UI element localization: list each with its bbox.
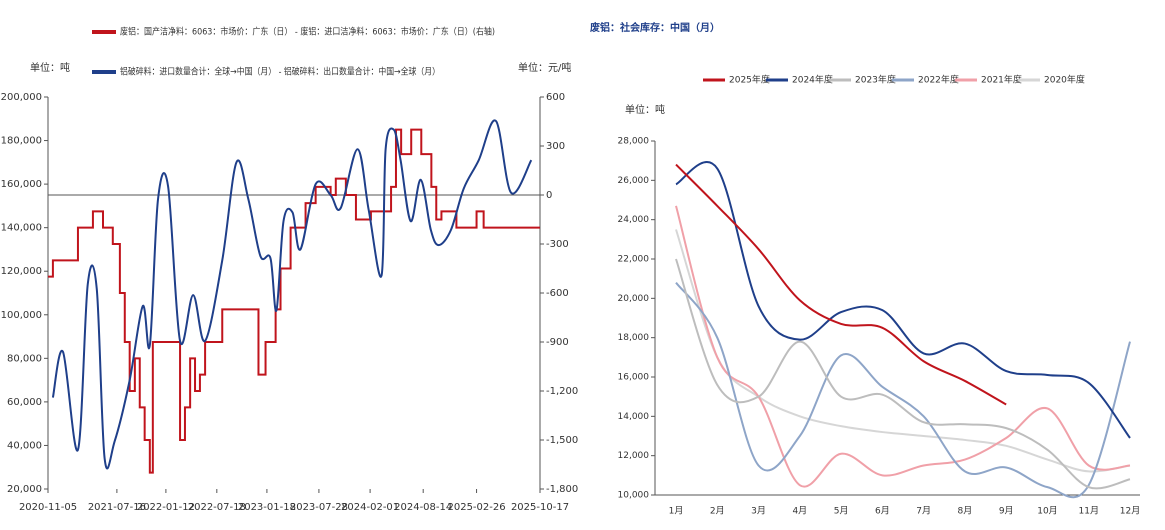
x-tick-label: 2020-11-05	[19, 502, 77, 513]
series-line	[675, 161, 1131, 439]
legend-label: 2022年度	[918, 74, 959, 86]
y-tick-label: 20,000	[618, 294, 650, 304]
x-tick-label: 2025-02-26	[447, 502, 505, 513]
y2-unit: 单位：元/吨	[518, 61, 571, 74]
y-tick-label: 14,000	[618, 412, 650, 422]
y-tick-label: 200,000	[1, 92, 42, 103]
y-tick-label: 28,000	[618, 137, 650, 147]
x-tick-label: 5月	[834, 506, 849, 517]
x-tick-label: 2024-02-01	[341, 502, 399, 513]
y2-tick-label: -1,500	[546, 435, 578, 446]
series-line	[675, 205, 1131, 488]
series-line	[675, 229, 1131, 473]
y2-tick-label: 600	[546, 92, 565, 103]
y-tick-label: 10,000	[618, 491, 650, 501]
legend-label: 铝破碎料：进口数量合计：全球→中国（月） - 铝破碎料：出口数量合计：中国→全球…	[120, 66, 440, 78]
y-tick-label: 120,000	[1, 266, 42, 277]
series-line	[675, 258, 1131, 490]
y-tick-label: 60,000	[7, 397, 42, 408]
y2-tick-label: -1,800	[546, 484, 578, 495]
y-tick-label: 180,000	[1, 136, 42, 147]
legend-label: 2023年度	[855, 74, 896, 86]
y-tick-label: 22,000	[618, 255, 650, 265]
chart-title: 废铝：社会库存：中国（月）	[590, 21, 720, 34]
x-tick-label: 2022-01-12	[137, 502, 195, 513]
series-line	[48, 128, 540, 474]
x-tick-label: 2月	[710, 506, 725, 517]
series-line	[675, 163, 1007, 406]
y-tick-label: 24,000	[618, 215, 650, 225]
y-tick-label: 26,000	[618, 176, 650, 186]
x-tick-label: 1月	[669, 506, 684, 517]
x-tick-label: 4月	[792, 506, 807, 517]
legend-label: 2021年度	[981, 74, 1022, 86]
x-tick-label: 2022-07-18	[188, 502, 246, 513]
y-unit: 单位：吨	[30, 61, 70, 74]
y2-tick-label: 300	[546, 141, 565, 152]
y-tick-label: 140,000	[1, 223, 42, 234]
y2-tick-label: -600	[546, 288, 569, 299]
x-tick-label: 7月	[916, 506, 931, 517]
y-tick-label: 40,000	[7, 440, 42, 451]
x-tick-label: 8月	[958, 506, 973, 517]
y2-tick-label: -1,200	[546, 386, 578, 397]
x-tick-label: 2023-07-28	[290, 502, 348, 513]
y2-tick-label: -300	[546, 239, 569, 250]
y2-tick-label: 0	[546, 190, 552, 201]
y-tick-label: 20,000	[7, 484, 42, 495]
legend-label: 2024年度	[792, 74, 833, 86]
legend-label: 2025年度	[729, 74, 770, 86]
y-tick-label: 18,000	[618, 333, 650, 343]
legend-label: 2020年度	[1044, 74, 1085, 86]
series-line	[675, 281, 1131, 499]
x-tick-label: 2021-07-16	[88, 502, 146, 513]
y-tick-label: 12,000	[618, 451, 650, 461]
y-tick-label: 80,000	[7, 353, 42, 364]
x-tick-label: 2025-10-17	[511, 502, 569, 513]
x-tick-label: 2023-01-18	[238, 502, 296, 513]
x-tick-label: 10月	[1037, 506, 1057, 517]
x-tick-label: 12月	[1120, 506, 1140, 517]
x-tick-label: 3月	[751, 506, 766, 517]
y-tick-label: 16,000	[618, 373, 650, 383]
series-line	[51, 119, 533, 470]
x-tick-label: 11月	[1079, 506, 1099, 517]
y2-tick-label: -900	[546, 337, 569, 348]
x-tick-label: 6月	[875, 506, 890, 517]
x-tick-label: 9月	[999, 506, 1014, 517]
legend-label: 废铝：国产洁净料：6063：市场价：广东（日） - 废铝：进口洁净料：6063：…	[120, 26, 495, 38]
y-tick-label: 160,000	[1, 179, 42, 190]
x-tick-label: 2024-08-14	[394, 502, 452, 513]
y-tick-label: 100,000	[1, 310, 42, 321]
y-unit: 单位：吨	[625, 103, 665, 116]
